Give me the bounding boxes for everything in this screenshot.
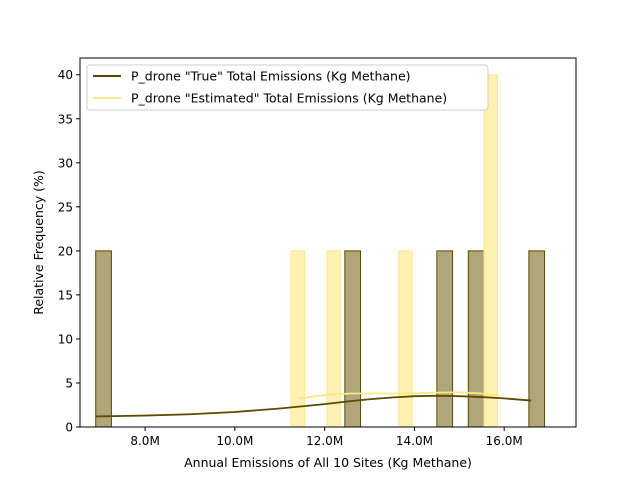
bar-series-1-4 <box>467 250 485 428</box>
bar-series-1-5 <box>528 250 546 428</box>
y-tick-label: 40 <box>58 68 73 82</box>
bar-series-2-4 <box>483 74 498 428</box>
y-tick-label: 10 <box>58 332 73 346</box>
x-tick-label: 10.0M <box>216 434 253 448</box>
legend-label-1: P_drone "True" Total Emissions (Kg Metha… <box>131 69 411 84</box>
kde-line-series-2 <box>297 391 500 400</box>
x-tick-label: 16.0M <box>486 434 523 448</box>
legend-box <box>86 64 489 111</box>
y-tick-label: 15 <box>58 288 73 302</box>
kde-line-series-1 <box>95 394 532 418</box>
x-tick-label: 14.0M <box>396 434 433 448</box>
x-tick-label: 8.0M <box>130 434 159 448</box>
legend: P_drone "True" Total Emissions (Kg Metha… <box>86 64 489 111</box>
bar-series-1-3 <box>436 250 454 428</box>
bar-series-2-1 <box>290 250 305 428</box>
bars-layer <box>95 74 546 428</box>
y-tick-label: 35 <box>58 112 73 126</box>
bar-series-2-2 <box>326 250 341 428</box>
plot-frame <box>79 57 577 428</box>
x-axis-label: Annual Emissions of All 10 Sites (Kg Met… <box>184 455 472 470</box>
x-tick-label: 12.0M <box>306 434 343 448</box>
x-axis: 8.0M 10.0M 12.0M 14.0M 16.0M <box>130 427 523 448</box>
y-axis: 0 5 10 15 20 25 30 35 40 <box>58 68 80 435</box>
kde-layer <box>95 391 532 418</box>
y-axis-label: Relative Frequency (%) <box>31 170 46 315</box>
bar-series-2-3 <box>398 250 413 428</box>
y-tick-label: 5 <box>65 376 73 390</box>
bar-series-1-1 <box>95 250 112 428</box>
legend-label-2: P_drone "Estimated" Total Emissions (Kg … <box>131 91 447 106</box>
y-tick-label: 25 <box>58 200 73 214</box>
y-tick-label: 20 <box>58 244 73 258</box>
y-tick-label: 30 <box>58 156 73 170</box>
y-tick-label: 0 <box>65 421 73 435</box>
